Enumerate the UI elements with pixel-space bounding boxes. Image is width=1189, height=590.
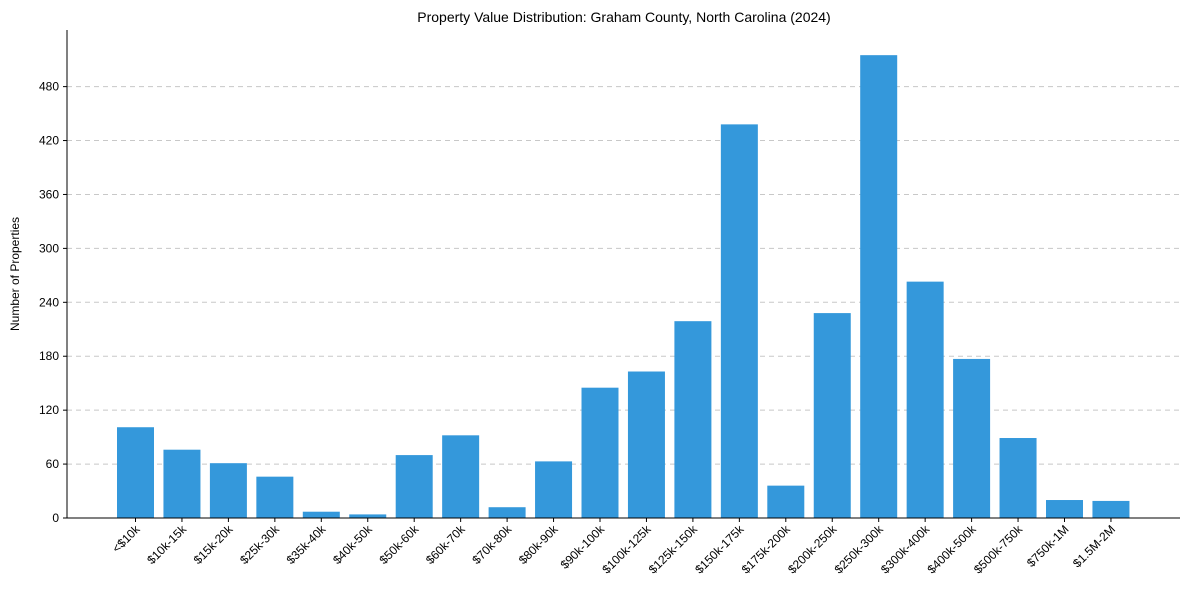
x-tick-label: $80k-90k: [516, 522, 562, 568]
y-tick-label: 240: [39, 295, 59, 309]
bar: [1092, 500, 1130, 518]
x-tick-label: $70k-80k: [469, 522, 515, 568]
bar: [488, 507, 526, 518]
y-tick-label: 60: [46, 457, 60, 471]
x-tick-label: $400k-500k: [924, 522, 979, 577]
bar: [953, 358, 991, 518]
x-tick-label: $750k-1M: [1024, 522, 1072, 570]
bars: [117, 55, 1130, 519]
y-tick-label: 360: [39, 187, 59, 201]
y-tick-label: 420: [39, 134, 59, 148]
bar: [535, 461, 573, 518]
bar: [163, 449, 201, 518]
y-tick-label: 120: [39, 403, 59, 417]
gridlines: [67, 86, 1180, 465]
x-tick-label: $500k-750k: [971, 522, 1026, 577]
x-tick-label: $15k-20k: [191, 522, 237, 568]
x-tick-label: <$10k: [109, 522, 143, 556]
y-tick-label: 300: [39, 241, 59, 255]
x-tick-label: $40k-50k: [330, 522, 376, 568]
bar: [720, 124, 758, 519]
y-ticks: 0 60 120 180 240 300 360 420 480: [39, 80, 67, 525]
x-tick-label: $25k-30k: [237, 522, 283, 568]
x-tick-label: $60k-70k: [423, 522, 469, 568]
x-tick-label: $175k-200k: [739, 522, 794, 577]
bar: [302, 511, 340, 518]
x-tick-label: $150k-175k: [692, 522, 747, 577]
bar: [813, 313, 851, 518]
bar: [349, 514, 387, 518]
bar: [674, 321, 712, 518]
y-tick-label: 0: [52, 511, 59, 525]
bar: [906, 281, 944, 518]
x-tick-label: $1.5M-2M: [1070, 522, 1118, 570]
y-tick-label: 180: [39, 349, 59, 363]
bar: [1046, 500, 1083, 518]
x-tick-label: $10k-15k: [144, 522, 190, 568]
bar: [442, 435, 480, 518]
bar: [581, 387, 619, 518]
bar: [117, 427, 154, 518]
bar: [999, 438, 1037, 518]
y-axis-label: Number of Properties: [8, 217, 22, 331]
x-tick-label: $300k-400k: [878, 522, 933, 577]
bar: [767, 485, 805, 518]
y-tick-label: 480: [39, 80, 59, 94]
bar: [256, 476, 294, 518]
axes: [66, 30, 1180, 519]
x-tick-label: $35k-40k: [284, 522, 330, 568]
bar: [860, 55, 898, 518]
bar: [627, 371, 665, 518]
x-tick-label: $200k-250k: [785, 522, 840, 577]
bar: [395, 455, 433, 518]
x-tick-label: $125k-150k: [646, 522, 701, 577]
x-tick-label: $50k-60k: [377, 522, 423, 568]
x-ticks: <$10k $10k-15k $15k-20k $25k-30k $35k-40k $40…: [109, 518, 1118, 576]
chart-title: Property Value Distribution: Graham Coun…: [417, 9, 830, 25]
x-tick-label: $100k-125k: [599, 522, 654, 577]
bar: [209, 463, 247, 518]
x-tick-label: $250k-300k: [832, 522, 887, 577]
